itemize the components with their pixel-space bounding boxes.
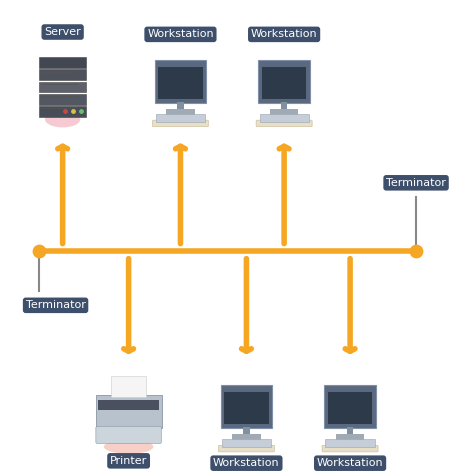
- Bar: [270, 109, 298, 116]
- Bar: [324, 385, 376, 428]
- FancyBboxPatch shape: [322, 445, 378, 452]
- Text: Terminator: Terminator: [386, 178, 446, 188]
- Text: Workstation: Workstation: [317, 458, 383, 468]
- FancyBboxPatch shape: [256, 120, 312, 127]
- Bar: [224, 392, 269, 424]
- Bar: [347, 427, 354, 438]
- Text: Workstation: Workstation: [147, 29, 214, 39]
- Ellipse shape: [45, 111, 80, 128]
- Bar: [328, 392, 372, 424]
- Bar: [156, 114, 205, 122]
- Bar: [222, 438, 271, 447]
- Bar: [336, 435, 365, 441]
- Bar: [39, 69, 86, 80]
- Bar: [39, 57, 86, 68]
- Text: Workstation: Workstation: [213, 458, 280, 468]
- Bar: [166, 109, 195, 116]
- Bar: [232, 435, 261, 441]
- Bar: [220, 385, 273, 428]
- Bar: [177, 102, 184, 114]
- Point: [62, 107, 69, 115]
- Bar: [96, 395, 162, 428]
- Point: [69, 107, 77, 115]
- Bar: [259, 114, 309, 122]
- Text: Server: Server: [44, 27, 81, 37]
- Bar: [111, 376, 146, 397]
- Bar: [262, 67, 306, 99]
- Text: Workstation: Workstation: [251, 29, 318, 39]
- Bar: [326, 438, 375, 447]
- Bar: [39, 82, 86, 92]
- Text: Printer: Printer: [110, 456, 147, 466]
- FancyBboxPatch shape: [219, 445, 274, 452]
- Bar: [39, 106, 86, 117]
- Bar: [155, 60, 206, 103]
- Bar: [39, 94, 86, 105]
- FancyBboxPatch shape: [96, 427, 161, 443]
- Ellipse shape: [104, 439, 154, 454]
- Point: [35, 247, 43, 255]
- Bar: [258, 60, 310, 103]
- FancyBboxPatch shape: [153, 120, 209, 127]
- Point: [77, 107, 84, 115]
- Text: Terminator: Terminator: [26, 301, 85, 310]
- Bar: [281, 102, 287, 114]
- Point: [412, 247, 420, 255]
- Bar: [158, 67, 202, 99]
- Bar: [98, 400, 159, 410]
- Bar: [243, 427, 250, 438]
